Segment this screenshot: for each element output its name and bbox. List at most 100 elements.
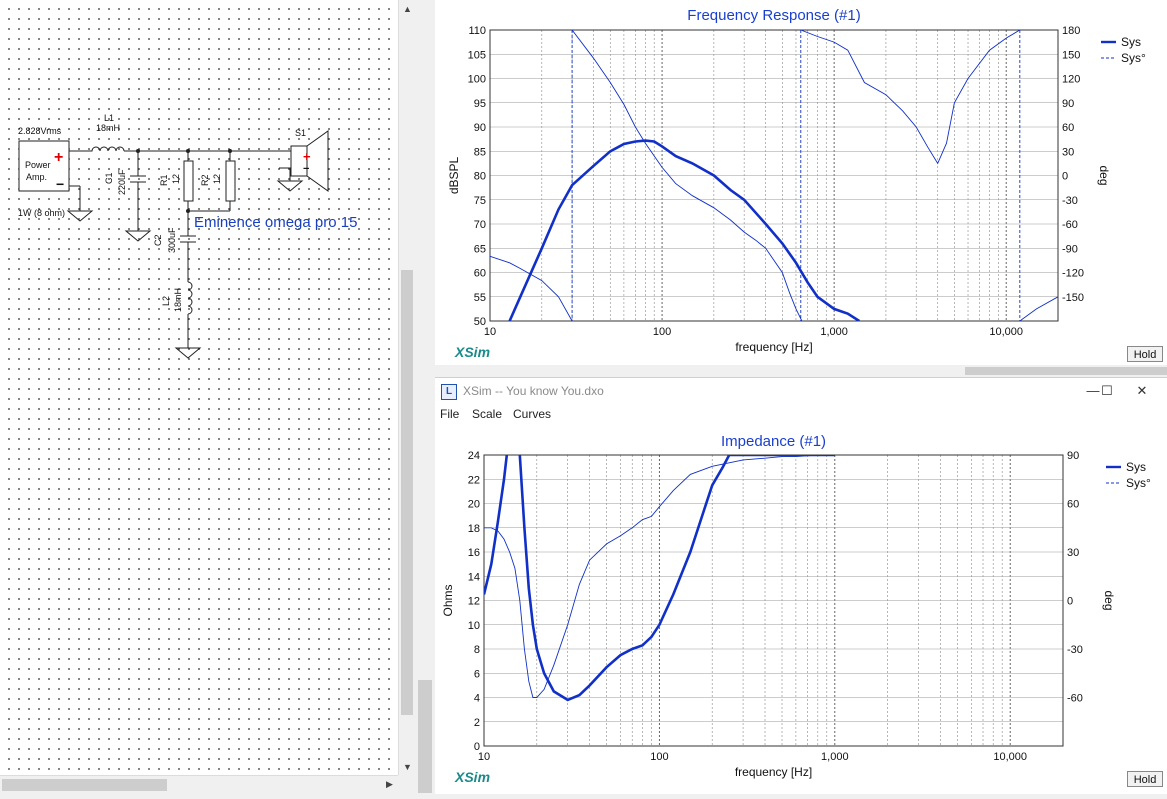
inductor-l2[interactable] [187, 281, 193, 315]
y2-tick-label: 90 [1062, 98, 1074, 110]
fr-horizontal-scrollbar[interactable] [435, 365, 1167, 377]
driver-label[interactable]: Eminence omega pro 15 [194, 214, 357, 231]
y2-tick-label: 0 [1062, 171, 1068, 183]
y-tick-label: 80 [474, 171, 486, 183]
schematic-canvas[interactable]: + − + − 2.828Vrms Power Amp. 1W (8 ohm) … [0, 0, 398, 775]
y2-tick-label: 120 [1062, 74, 1080, 86]
x-tick-label: 1,000 [821, 751, 849, 763]
y-tick-label: 20 [468, 499, 480, 511]
y-tick-label: 12 [468, 596, 480, 608]
inductor-l1[interactable] [85, 146, 125, 152]
source-power-label: 1W (8 ohm) [18, 208, 65, 218]
y2-axis-label: deg [1102, 590, 1116, 610]
schematic-horizontal-scrollbar[interactable]: ▶ [0, 775, 398, 794]
ground-speaker [276, 180, 304, 192]
y2-tick-label: 60 [1062, 122, 1074, 134]
maximize-icon[interactable]: ☐ [1101, 383, 1113, 398]
y-tick-label: 14 [468, 571, 480, 583]
series-phase-line [484, 455, 835, 698]
y-tick-label: 100 [468, 74, 486, 86]
y-tick-label: 8 [474, 644, 480, 656]
r1-value-label: 12 [171, 174, 181, 184]
source-name-line1: Power [25, 160, 51, 170]
series-magnitude-line [508, 139, 860, 321]
resistor-r2[interactable] [225, 160, 236, 202]
y2-tick-label: -60 [1062, 219, 1078, 231]
y2-tick-label: 0 [1067, 596, 1073, 608]
y-axis-label: dBSPL [447, 156, 461, 194]
c2-ref-label: C2 [153, 234, 163, 246]
speaker-cone [306, 130, 329, 192]
frequency-response-chart: Frequency Response (#1)11010510095908580… [447, 7, 1146, 360]
schematic-drawing: + − + − 2.828Vrms Power Amp. 1W (8 ohm) … [18, 113, 357, 359]
chart-title: Impedance (#1) [721, 433, 826, 450]
fr-scroll-thumb[interactable] [965, 367, 1167, 375]
frequency-response-panel: Frequency Response (#1) 110 105 100 95 90 85 80… [435, 0, 1167, 365]
y2-tick-label: -150 [1062, 292, 1084, 304]
imp-hold-button[interactable]: Hold [1127, 771, 1163, 787]
fr-hold-button[interactable]: Hold [1127, 346, 1163, 362]
scrollbar-corner [398, 775, 415, 793]
power-amp-box[interactable] [18, 140, 70, 192]
l1-value-label: 18mH [96, 123, 120, 133]
y2-tick-label: 30 [1062, 146, 1074, 158]
scroll-down-arrow-icon[interactable]: ▼ [403, 761, 412, 772]
xsim-window: L XSim -- You know You.dxo — ☐ ✕ File Sc… [435, 377, 1167, 794]
x-tick-label: 1,000 [820, 326, 848, 338]
scroll-up-arrow-icon[interactable]: ▲ [403, 3, 412, 14]
impedance-chart: Impedance (#1)24222018161412108642090603… [441, 433, 1151, 785]
y-tick-label: 110 [468, 25, 486, 37]
schematic-vertical-scrollbar[interactable]: ▲ ▼ [398, 0, 416, 775]
r2-value-label: 12 [212, 174, 222, 184]
x-tick-label: 10,000 [993, 751, 1027, 763]
menu-file[interactable]: File [440, 407, 460, 421]
x-tick-label: 100 [650, 751, 668, 763]
c2-value-label: 300uF [167, 227, 177, 253]
window-title: XSim -- You know You.dxo [463, 384, 604, 398]
impedance-panel: Impedance (#1) 24 22 20 18 16 14 12 10 8 6 4 2 0 90 60 3… [435, 424, 1167, 794]
close-icon[interactable]: ✕ [1136, 383, 1148, 398]
speaker-plus-sign: + [303, 149, 311, 164]
menu-bar: File Scale Curves [435, 404, 1167, 424]
y-tick-label: 95 [474, 98, 486, 110]
gap-scroll-strip [418, 680, 432, 793]
y2-tick-label: 90 [1067, 450, 1079, 462]
plot-frame [489, 29, 1059, 322]
y-tick-label: 60 [474, 268, 486, 280]
amp-minus-sign: − [56, 176, 64, 192]
chart-title: Frequency Response (#1) [687, 7, 860, 24]
vertical-scroll-thumb[interactable] [401, 270, 413, 715]
y-tick-label: 55 [474, 292, 486, 304]
legend-sys-label: Sys [1126, 460, 1146, 474]
series-phase-line [1019, 296, 1058, 321]
y-tick-label: 65 [474, 243, 486, 255]
horizontal-scroll-thumb[interactable] [2, 779, 167, 791]
y-tick-label: 90 [474, 122, 486, 134]
x-axis-label: frequency [Hz] [735, 765, 812, 779]
ground-l2 [174, 347, 202, 359]
y-axis-label: Ohms [441, 584, 455, 616]
y-tick-label: 0 [474, 741, 480, 753]
x-axis-label: frequency [Hz] [735, 340, 812, 354]
ground-c1 [124, 230, 152, 242]
xsim-brand-label: XSim [454, 769, 490, 785]
y2-axis-label: deg [1097, 165, 1111, 185]
r1-ref-label: R1 [159, 174, 169, 186]
y2-tick-label: -90 [1062, 243, 1078, 255]
menu-scale[interactable]: Scale [472, 407, 503, 421]
window-titlebar[interactable]: L XSim -- You know You.dxo — ☐ ✕ [435, 378, 1167, 404]
x-tick-label: 10,000 [989, 326, 1023, 338]
s1-ref-label: S1 [295, 128, 306, 138]
y-tick-label: 24 [468, 450, 480, 462]
scroll-right-arrow-icon[interactable]: ▶ [386, 779, 393, 789]
y2-tick-label: 180 [1062, 25, 1080, 37]
y2-tick-label: -30 [1062, 195, 1078, 207]
minimize-icon[interactable]: — [1086, 383, 1100, 398]
y-tick-label: 16 [468, 547, 480, 559]
xsim-brand-label: XSim [454, 344, 490, 360]
series-phase-line [490, 255, 573, 321]
resistor-r1[interactable] [183, 160, 194, 202]
menu-curves[interactable]: Curves [513, 407, 552, 421]
y-tick-label: 18 [468, 523, 480, 535]
legend-sys-phase-label: Sys° [1126, 476, 1151, 490]
